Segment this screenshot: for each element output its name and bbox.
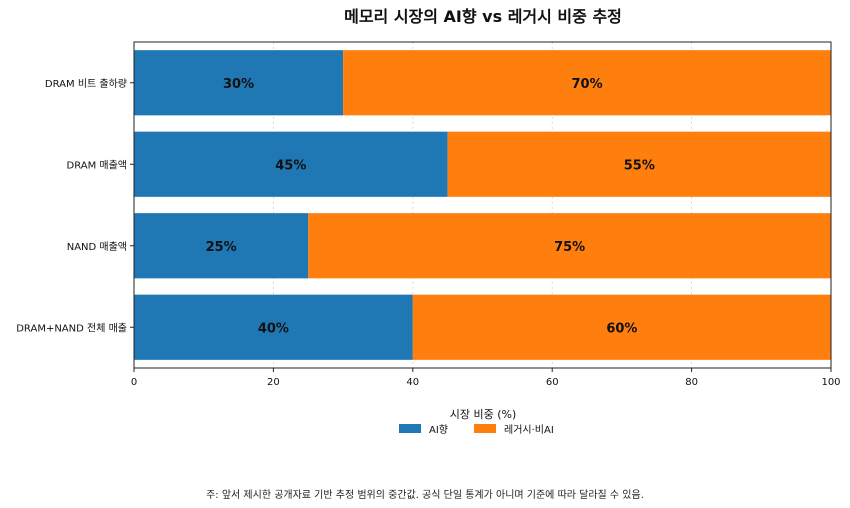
bar-value-label: 25% bbox=[206, 240, 237, 255]
y-tick-label: DRAM+NAND 전체 매출 bbox=[16, 322, 127, 334]
plot-frame bbox=[133, 41, 832, 369]
y-tick-label: DRAM 비트 출하량 bbox=[45, 77, 127, 90]
x-axis-label: 시장 비중 (%) bbox=[450, 408, 517, 421]
y-axis: DRAM 비트 출하량 DRAM 매출액 NAND 매출액 DRAM+NAND 전체 … bbox=[16, 77, 134, 334]
x-tick-label: 20 bbox=[267, 377, 280, 388]
chart-title: 메모리 시장의 AI향 vs 레거시 비중 추정 bbox=[344, 7, 622, 26]
bar-value-label: 70% bbox=[571, 77, 602, 92]
bar-ai bbox=[134, 131, 448, 197]
bars bbox=[134, 50, 831, 360]
x-axis: 0 20 40 60 80 100 bbox=[131, 368, 841, 388]
bar-legacy bbox=[447, 131, 831, 197]
bar-ai bbox=[134, 294, 413, 360]
legend-label: 레거시·비AI bbox=[504, 424, 554, 436]
bar-legacy bbox=[412, 294, 831, 360]
y-tick-label: NAND 매출액 bbox=[67, 241, 127, 253]
legend-swatch bbox=[399, 424, 421, 433]
bar-value-label: 60% bbox=[606, 321, 637, 336]
x-tick-label: 100 bbox=[821, 377, 840, 388]
legend: AI향 레거시·비AI bbox=[399, 424, 554, 436]
bar-legacy bbox=[308, 213, 831, 279]
bar-value-label: 40% bbox=[258, 321, 289, 336]
footnote: 주: 앞서 제시한 공개자료 기반 추정 범위의 중간값. 공식 단일 통계가 … bbox=[206, 490, 644, 501]
legend-swatch bbox=[474, 424, 496, 433]
bar-value-label: 55% bbox=[624, 158, 655, 173]
y-tick-label: DRAM 매출액 bbox=[67, 159, 128, 171]
x-tick-label: 0 bbox=[131, 377, 137, 388]
bar-ai bbox=[134, 50, 344, 116]
data-labels: 30% 70% 45% 55% 25% 75% 40% 60% bbox=[206, 77, 655, 337]
bar-value-label: 45% bbox=[275, 158, 306, 173]
x-tick-label: 80 bbox=[685, 377, 698, 388]
x-tick-label: 40 bbox=[406, 377, 419, 388]
x-tick-label: 60 bbox=[546, 377, 559, 388]
bar-ai bbox=[134, 213, 309, 279]
bar-legacy bbox=[343, 50, 831, 116]
legend-label: AI향 bbox=[429, 424, 448, 436]
bar-value-label: 30% bbox=[223, 77, 254, 92]
bar-value-label: 75% bbox=[554, 240, 585, 255]
